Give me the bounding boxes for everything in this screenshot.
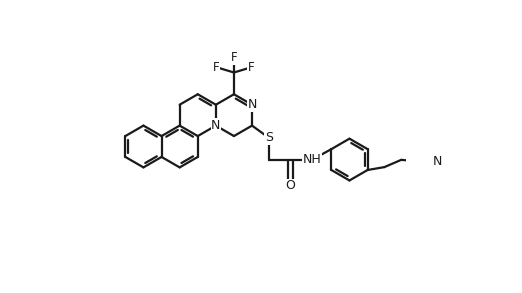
Text: N: N: [433, 155, 442, 168]
Text: F: F: [248, 61, 255, 74]
Text: NH: NH: [303, 153, 322, 166]
Text: F: F: [231, 52, 238, 64]
Text: S: S: [265, 131, 273, 144]
Text: O: O: [286, 179, 295, 192]
Text: F: F: [213, 61, 220, 74]
Text: N: N: [211, 119, 220, 132]
Text: N: N: [247, 98, 257, 111]
